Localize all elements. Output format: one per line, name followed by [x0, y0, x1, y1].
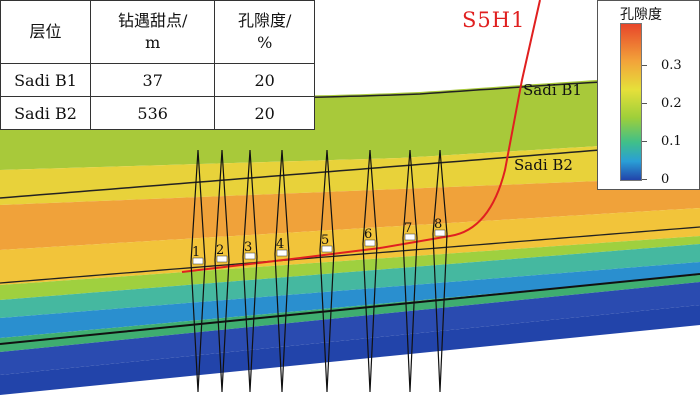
- sweet-spot-diamond: [402, 149, 418, 393]
- sweet-spot-diamond: [274, 149, 290, 393]
- sweet-spot-number: 6: [364, 227, 372, 242]
- header-sweet-spot: 钻遇甜点/m: [90, 0, 216, 64]
- sweet-spot-diamond: [214, 149, 230, 393]
- horizon-base-b2: [0, 226, 700, 284]
- legend-tick-1: 0.1: [661, 134, 682, 149]
- header-porosity-unit: %: [257, 33, 273, 52]
- well-name-label: S5H1: [462, 8, 526, 32]
- sweet-spot-marker: [364, 239, 376, 247]
- sweet-spot-marker: [216, 255, 228, 263]
- header-sweet-spot-unit: m: [145, 33, 161, 52]
- table-header-row: 层位 钻遇甜点/m 孔隙度/%: [0, 0, 315, 64]
- legend-title: 孔隙度: [620, 7, 662, 23]
- sweet-spot-number: 2: [216, 243, 224, 258]
- sweet-spot-number: 1: [192, 245, 200, 260]
- legend-tick-mark: [642, 103, 647, 104]
- sweet-spot-marker: [276, 249, 288, 257]
- cell-layer: Sadi B2: [0, 96, 92, 130]
- sweet-spot-number: 5: [321, 233, 329, 248]
- sweet-spot-diamond: [362, 149, 378, 393]
- model-layer-band: [0, 262, 700, 338]
- model-layer-band: [0, 208, 700, 285]
- sweet-spot-number: 7: [404, 221, 412, 236]
- legend-tick-0: 0: [661, 172, 670, 187]
- sweet-spot-table: 层位 钻遇甜点/m 孔隙度/% Sadi B1 37 20 Sadi B2 53…: [0, 0, 315, 130]
- sweet-spot-marker: [192, 257, 204, 265]
- sweet-spot-diamond: [242, 149, 258, 393]
- sweet-spot-number: 8: [434, 217, 442, 232]
- cell-porosity: 20: [214, 63, 315, 97]
- header-porosity-line1: 孔隙度/: [237, 11, 292, 30]
- sweet-spot-number: 3: [244, 240, 252, 255]
- sweet-spot-diamond: [190, 149, 206, 393]
- sweet-spot-diamond: [432, 149, 448, 393]
- model-layer-band: [0, 275, 700, 352]
- sweet-spot-marker: [321, 245, 333, 253]
- sweet-spot-diamond: [319, 149, 335, 393]
- header-sweet-spot-line1: 钻遇甜点/: [117, 11, 188, 30]
- legend-tick-mark: [642, 141, 647, 142]
- sweet-spot-marker: [244, 252, 256, 260]
- sweet-spot-number: 4: [276, 237, 284, 252]
- well-trajectory: [181, 0, 541, 273]
- layer-label-b2: Sadi B2: [514, 156, 573, 174]
- sweet-spot-marker: [434, 229, 446, 237]
- horizon-top-b2: [0, 141, 700, 199]
- model-layer-band: [0, 282, 700, 375]
- legend-tick-mark: [642, 65, 647, 66]
- legend-color-bar: [620, 23, 642, 181]
- horizon-deep: [0, 273, 700, 345]
- model-layer-band: [0, 177, 700, 250]
- sweet-spot-marker: [404, 233, 416, 241]
- model-layer-band: [0, 236, 700, 300]
- model-layer-band: [0, 244, 700, 318]
- layer-label-b1: Sadi B1: [523, 81, 582, 99]
- model-base-area: [0, 325, 700, 412]
- cell-sweet-spot: 536: [90, 96, 216, 130]
- header-porosity: 孔隙度/%: [214, 0, 315, 64]
- table-row: Sadi B1 37 20: [0, 63, 315, 97]
- cell-layer: Sadi B1: [0, 63, 92, 97]
- legend-tick-3: 0.3: [661, 58, 682, 73]
- table-row: Sadi B2 536 20: [0, 96, 315, 130]
- porosity-legend: 孔隙度 0 0.1 0.2 0.3: [597, 0, 700, 190]
- header-layer: 层位: [0, 0, 92, 64]
- cell-porosity: 20: [214, 96, 315, 130]
- legend-tick-2: 0.2: [661, 96, 682, 111]
- legend-tick-mark: [642, 179, 647, 180]
- cell-sweet-spot: 37: [90, 63, 216, 97]
